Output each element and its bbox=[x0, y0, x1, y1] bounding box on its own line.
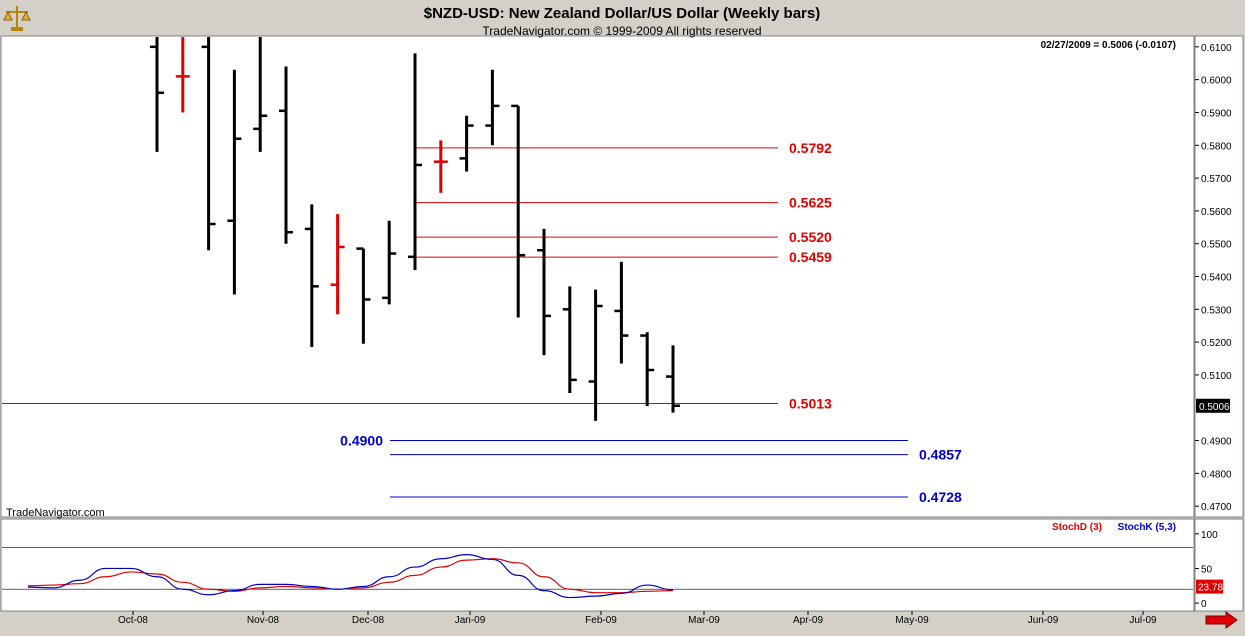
x-tick-label: Nov-08 bbox=[247, 615, 280, 626]
watermark: TradeNavigator.com bbox=[6, 507, 105, 519]
stoch-tick-label: 50 bbox=[1201, 564, 1213, 575]
ohlc-bar bbox=[408, 53, 422, 270]
x-tick-label: May-09 bbox=[895, 615, 929, 626]
level-label: 0.5520 bbox=[789, 229, 832, 245]
ohlc-bar bbox=[537, 228, 551, 356]
price-tick-label: 0.5700 bbox=[1201, 174, 1232, 185]
ohlc-bar bbox=[330, 214, 345, 315]
chart-subtitle: TradeNavigator.com © 1999-2009 All right… bbox=[482, 24, 761, 38]
ohlc-bar bbox=[614, 261, 629, 364]
ohlc-bar bbox=[433, 140, 448, 193]
price-tick-label: 0.5600 bbox=[1201, 207, 1232, 218]
ohlc-bar bbox=[666, 345, 680, 413]
price-tick-label: 0.5800 bbox=[1201, 141, 1232, 152]
quote-readout: 02/27/2009 = 0.5006 (-0.0107) bbox=[1041, 40, 1176, 51]
level-label: 0.5459 bbox=[789, 249, 832, 265]
stoch-d-line bbox=[27, 558, 674, 594]
x-tick-label: Apr-09 bbox=[793, 615, 823, 626]
ohlc-bar bbox=[562, 286, 577, 393]
x-tick-label: Jun-09 bbox=[1028, 615, 1059, 626]
stoch-tick-label: 0 bbox=[1201, 599, 1207, 610]
x-tick-label: Oct-08 bbox=[118, 615, 148, 626]
right-arrow-icon[interactable] bbox=[1205, 611, 1238, 629]
level-label: 0.5013 bbox=[789, 395, 832, 411]
stoch-panel bbox=[0, 518, 1195, 612]
price-tick-label: 0.5900 bbox=[1201, 108, 1232, 119]
ohlc-bar bbox=[227, 69, 242, 295]
price-tick-label: 0.4800 bbox=[1201, 469, 1232, 480]
price-tick-label: 0.4900 bbox=[1201, 437, 1232, 448]
chart-title: $NZD-USD: New Zealand Dollar/US Dollar (… bbox=[424, 5, 820, 22]
stoch-last-label: 23.78 bbox=[1198, 583, 1223, 594]
ohlc-bar bbox=[511, 104, 526, 318]
ohlc-bar bbox=[304, 204, 319, 348]
ohlc-bar bbox=[175, 37, 190, 113]
level-label: 0.4900 bbox=[340, 433, 383, 449]
price-tick-label: 0.4700 bbox=[1201, 502, 1232, 513]
last-price-label: 0.5006 bbox=[1199, 402, 1230, 413]
ohlc-bar bbox=[356, 247, 371, 344]
stoch-last-box bbox=[1196, 579, 1223, 594]
ohlc-bar bbox=[588, 289, 603, 421]
ohlc-bar bbox=[640, 332, 655, 407]
x-tick-label: Jan-09 bbox=[455, 615, 486, 626]
ohlc-bar bbox=[279, 66, 293, 244]
ohlc-bar bbox=[485, 69, 500, 146]
ohlc-bar bbox=[150, 37, 164, 152]
ohlc-bar bbox=[201, 37, 216, 251]
price-tick-label: 0.5300 bbox=[1201, 305, 1232, 316]
price-tick-label: 0.5500 bbox=[1201, 240, 1232, 251]
price-tick-label: 0.5400 bbox=[1201, 273, 1232, 284]
level-label: 0.4728 bbox=[919, 489, 962, 505]
scale-logo-icon bbox=[2, 2, 32, 34]
level-label: 0.5792 bbox=[789, 140, 832, 156]
price-tick-label: 0.6000 bbox=[1201, 76, 1232, 87]
x-tick-label: Feb-09 bbox=[585, 615, 617, 626]
price-panel bbox=[0, 35, 1195, 518]
legend-entry: StochK (5,3) bbox=[1118, 522, 1176, 533]
level-label: 0.4857 bbox=[919, 447, 962, 463]
stoch-k-line bbox=[27, 554, 674, 599]
price-tick-label: 0.6100 bbox=[1201, 43, 1232, 54]
x-tick-label: Mar-09 bbox=[688, 615, 720, 626]
ohlc-bar bbox=[382, 220, 397, 305]
x-tick-label: Jul-09 bbox=[1129, 615, 1157, 626]
stoch-tick-label: 100 bbox=[1201, 530, 1218, 541]
level-label: 0.5625 bbox=[789, 195, 832, 211]
price-axis bbox=[1194, 35, 1244, 518]
ohlc-bar bbox=[459, 115, 474, 172]
last-price-box bbox=[1196, 398, 1230, 413]
price-tick-label: 0.5100 bbox=[1201, 371, 1232, 382]
ohlc-bar bbox=[253, 37, 268, 152]
price-tick-label: 0.5200 bbox=[1201, 338, 1232, 349]
legend-entry: StochD (3) bbox=[1052, 522, 1102, 533]
stoch-axis bbox=[1194, 518, 1244, 612]
x-tick-label: Dec-08 bbox=[352, 615, 385, 626]
